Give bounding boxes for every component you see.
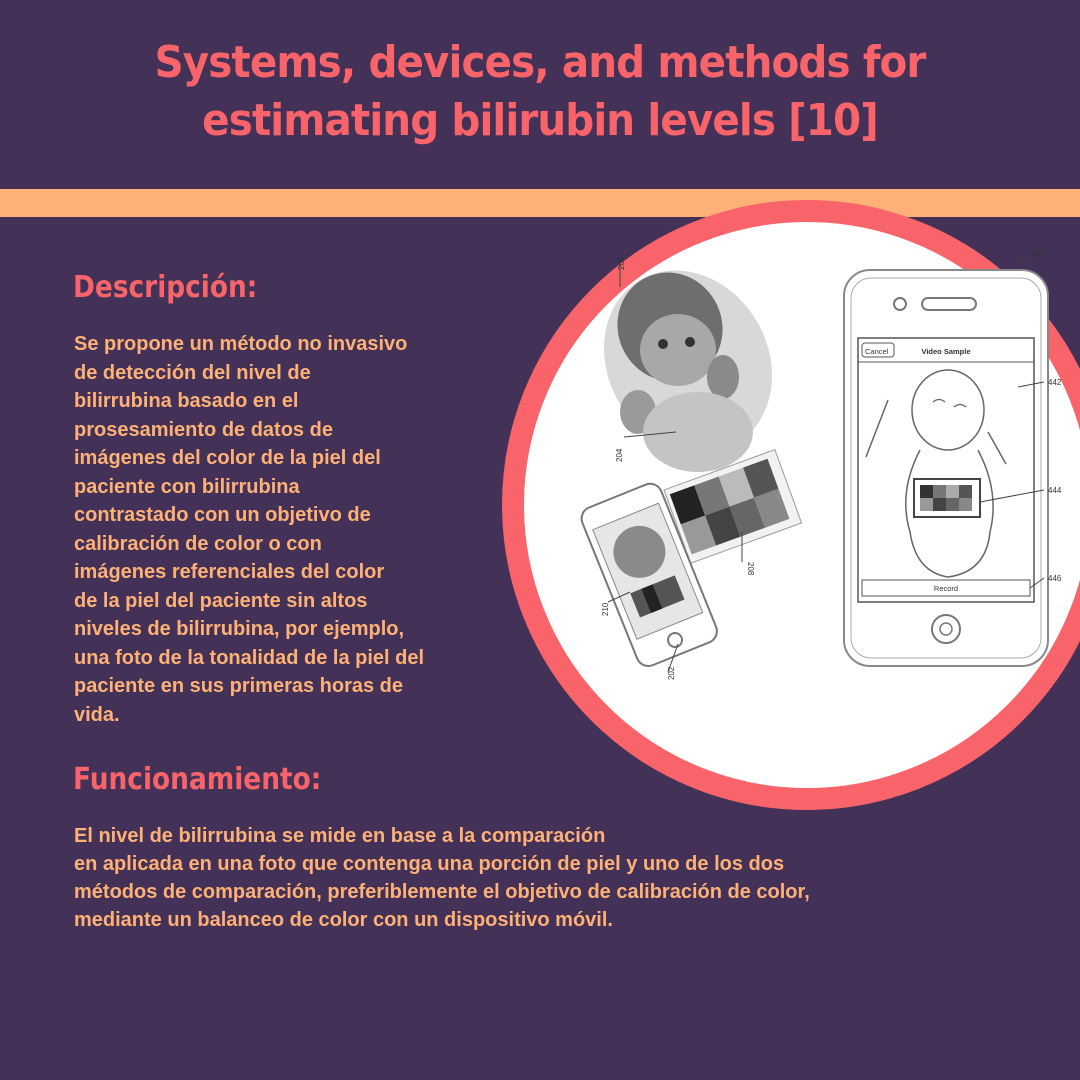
record-label: Record <box>934 584 958 593</box>
ref-202: 202 <box>667 666 676 680</box>
ref-208: 208 <box>746 562 755 576</box>
ref-206: 206 <box>617 256 626 270</box>
ref-210: 210 <box>601 602 610 616</box>
baby-photo <box>603 270 773 472</box>
description-text: Se propone un método no invasivo de dete… <box>74 333 425 726</box>
accent-band <box>0 189 1080 217</box>
functioning-text: El nivel de bilirrubina se mide en base … <box>74 825 810 931</box>
ref-444: 444 <box>1048 486 1062 495</box>
patent-illustration: 206 204 208 210 202 440 442 444 446 Canc… <box>580 249 1062 680</box>
large-phone <box>843 269 1049 667</box>
leader-lines <box>607 256 1045 673</box>
ref-446: 446 <box>1048 574 1062 583</box>
functioning-heading: Funcionamiento: <box>73 762 322 797</box>
page-title: Systems, devices, and methods for estima… <box>154 37 927 146</box>
description-heading: Descripción: <box>73 270 258 305</box>
cancel-label: Cancel <box>865 347 889 356</box>
screen-title: Video Sample <box>921 347 970 356</box>
calibration-card <box>663 449 803 564</box>
ref-204: 204 <box>615 448 624 462</box>
ref-442: 442 <box>1048 378 1062 387</box>
ref-440: 440 <box>1032 249 1046 258</box>
